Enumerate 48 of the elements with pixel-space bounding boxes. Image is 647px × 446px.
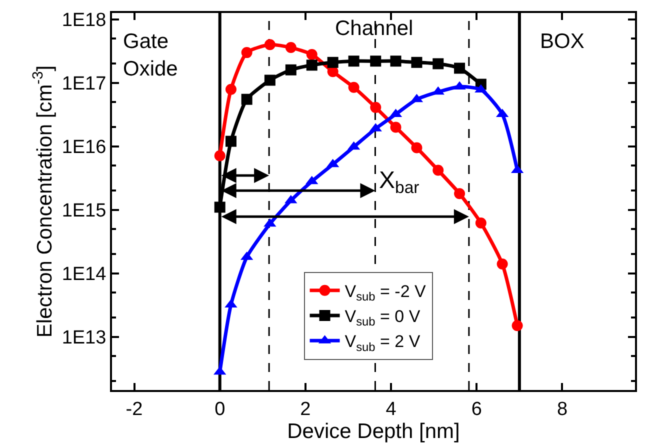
legend-label: V$_{sub}$ = -2 V [344, 282, 426, 304]
point [411, 142, 422, 154]
y-tick-label: 1E17 [62, 74, 106, 94]
point [225, 136, 236, 147]
x-tick-label: 8 [556, 398, 568, 420]
point [390, 122, 402, 133]
point [306, 60, 318, 71]
y-tick-label: 1E15 [62, 200, 106, 222]
point [512, 320, 523, 332]
x-tick-label: 4 [386, 398, 397, 420]
point [327, 56, 338, 68]
y-tick-label: 1E14 [62, 264, 107, 285]
point [454, 62, 466, 74]
annotation: X$_{bar}$ [379, 167, 420, 198]
point [214, 202, 226, 213]
point [241, 47, 252, 58]
point [264, 74, 276, 86]
point [411, 56, 422, 68]
x-tick-label: 0 [214, 398, 226, 420]
point [370, 102, 382, 113]
x-tick-label: 2 [300, 398, 311, 420]
point [432, 164, 444, 176]
legend-label: V$_{sub}$ = 0 V [344, 307, 421, 329]
point [214, 150, 226, 162]
point [241, 94, 252, 105]
y-tick-label: 1E13 [62, 327, 106, 348]
point [285, 64, 296, 76]
point [432, 58, 444, 70]
point [348, 56, 360, 67]
point [225, 84, 236, 95]
point [454, 188, 466, 200]
point [496, 258, 508, 270]
point [390, 56, 402, 67]
y-tick-label: 1E16 [62, 136, 106, 158]
annotation: BOX [540, 30, 584, 53]
point [264, 39, 276, 50]
annotation: Gate Oxide [123, 30, 178, 80]
point [475, 217, 486, 228]
point [285, 42, 296, 54]
point [370, 56, 382, 67]
legend-label: V$_{sub}$ = 2 V [344, 332, 421, 354]
point [348, 82, 360, 93]
y-tick-label: 1E18 [62, 10, 106, 32]
annotation: Channel [335, 17, 414, 40]
x-tick-label: 6 [471, 398, 482, 420]
point [306, 48, 318, 60]
x-axis-title: Device Depth [nm] [287, 420, 460, 443]
x-tick-label: -2 [126, 398, 143, 420]
